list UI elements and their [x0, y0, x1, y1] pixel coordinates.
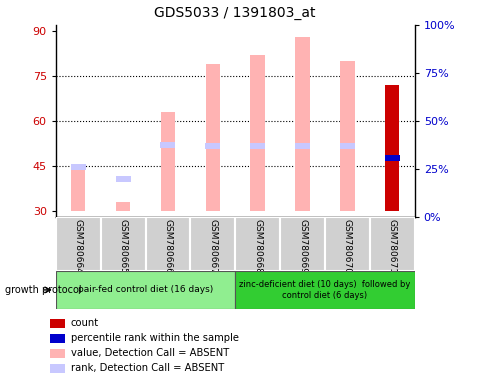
- FancyBboxPatch shape: [56, 217, 101, 271]
- Text: GSM780665: GSM780665: [118, 218, 127, 273]
- Text: growth protocol: growth protocol: [5, 285, 81, 295]
- Text: GSM780666: GSM780666: [163, 218, 172, 273]
- Text: GSM780669: GSM780669: [297, 218, 306, 273]
- Bar: [339, 61, 354, 211]
- FancyBboxPatch shape: [235, 217, 280, 271]
- Text: GSM780664: GSM780664: [74, 218, 83, 273]
- Bar: [205, 64, 220, 211]
- FancyBboxPatch shape: [101, 217, 145, 271]
- Text: GSM780671: GSM780671: [387, 218, 396, 273]
- Bar: [50, 334, 64, 343]
- Title: GDS5033 / 1391803_at: GDS5033 / 1391803_at: [154, 6, 315, 20]
- Bar: [115, 177, 130, 182]
- FancyBboxPatch shape: [369, 217, 414, 271]
- Bar: [294, 144, 309, 149]
- FancyBboxPatch shape: [56, 271, 235, 309]
- Bar: [50, 364, 64, 372]
- Bar: [116, 202, 130, 211]
- Text: GSM780668: GSM780668: [253, 218, 262, 273]
- FancyBboxPatch shape: [190, 217, 235, 271]
- Text: GSM780670: GSM780670: [342, 218, 351, 273]
- Bar: [160, 142, 175, 148]
- Bar: [339, 144, 354, 149]
- Bar: [71, 164, 86, 170]
- Bar: [250, 144, 265, 149]
- Text: value, Detection Call = ABSENT: value, Detection Call = ABSENT: [71, 348, 228, 358]
- Bar: [384, 85, 399, 211]
- Bar: [160, 112, 175, 211]
- FancyBboxPatch shape: [280, 217, 324, 271]
- Text: pair-fed control diet (16 days): pair-fed control diet (16 days): [78, 285, 212, 295]
- Text: percentile rank within the sample: percentile rank within the sample: [71, 333, 238, 343]
- FancyBboxPatch shape: [145, 217, 190, 271]
- Bar: [384, 156, 399, 161]
- FancyBboxPatch shape: [324, 217, 369, 271]
- Bar: [250, 55, 264, 211]
- Bar: [50, 349, 64, 358]
- Text: rank, Detection Call = ABSENT: rank, Detection Call = ABSENT: [71, 363, 224, 373]
- Text: zinc-deficient diet (10 days)  followed by
control diet (6 days): zinc-deficient diet (10 days) followed b…: [239, 280, 410, 300]
- Bar: [50, 319, 64, 328]
- Bar: [71, 169, 85, 211]
- Text: GSM780667: GSM780667: [208, 218, 217, 273]
- Text: count: count: [71, 318, 99, 328]
- Bar: [205, 144, 220, 149]
- FancyBboxPatch shape: [235, 271, 414, 309]
- Bar: [295, 37, 309, 211]
